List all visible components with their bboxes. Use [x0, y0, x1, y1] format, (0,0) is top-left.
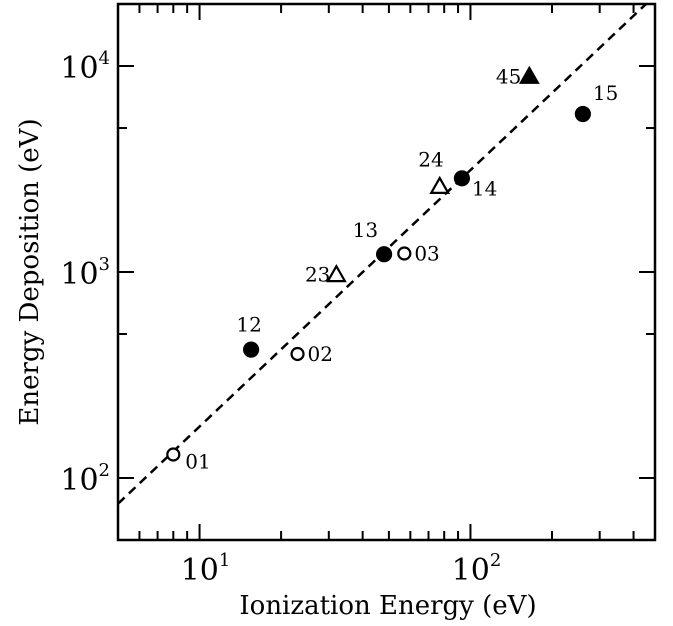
data-point-24: [429, 175, 451, 194]
y-tick-label-100: 102: [60, 460, 110, 498]
y-tick-label-100-exp: 2: [99, 460, 110, 481]
data-point-23: [325, 264, 347, 283]
data-point-01: [166, 447, 181, 462]
point-label-12: 12: [236, 313, 261, 337]
data-point-03: [397, 246, 412, 261]
data-point-13: [375, 246, 393, 263]
data-point-12: [243, 341, 260, 358]
data-point-45: [518, 65, 540, 84]
x-tick-label-100-exp: 2: [490, 550, 501, 571]
x-axis-label: Ionization Energy (eV): [239, 591, 536, 621]
y-tick-label-10000-exp: 4: [99, 48, 110, 69]
fit-line: [118, 4, 648, 505]
x-tick-label-10-base: 10: [181, 553, 219, 588]
data-point-15: [574, 105, 591, 123]
x-tick-label-100: 102: [452, 550, 502, 588]
x-tick-label-100-base: 10: [452, 553, 490, 588]
point-label-23: 23: [305, 263, 330, 287]
y-axis-label: Energy Deposition (eV): [15, 118, 45, 425]
point-label-14: 14: [472, 176, 497, 200]
fit-line-layer: [118, 4, 648, 505]
y-tick-label-1000: 103: [60, 254, 110, 292]
y-tick-label-100-base: 10: [60, 463, 98, 498]
x-tick-label-10-exp: 1: [219, 550, 230, 571]
point-label-24: 24: [418, 148, 443, 172]
y-tick-label-10000-base: 10: [60, 51, 98, 86]
y-tick-label-10000: 104: [60, 48, 110, 86]
y-tick-label-1000-exp: 3: [99, 254, 110, 275]
point-label-13: 13: [353, 218, 378, 242]
y-tick-label-1000-base: 10: [60, 257, 98, 292]
point-label-01: 01: [185, 450, 210, 474]
point-label-15: 15: [593, 81, 618, 105]
point-label-02: 02: [308, 342, 333, 366]
point-label-03: 03: [414, 241, 439, 265]
data-point-02: [290, 346, 305, 362]
x-tick-label-10: 101: [181, 550, 231, 588]
points-layer: 01 02 03 12 13 14 15 23 24 45: [166, 64, 618, 474]
data-point-14: [453, 170, 471, 187]
point-label-45: 45: [496, 64, 521, 88]
plot-frame: [116, 2, 657, 542]
